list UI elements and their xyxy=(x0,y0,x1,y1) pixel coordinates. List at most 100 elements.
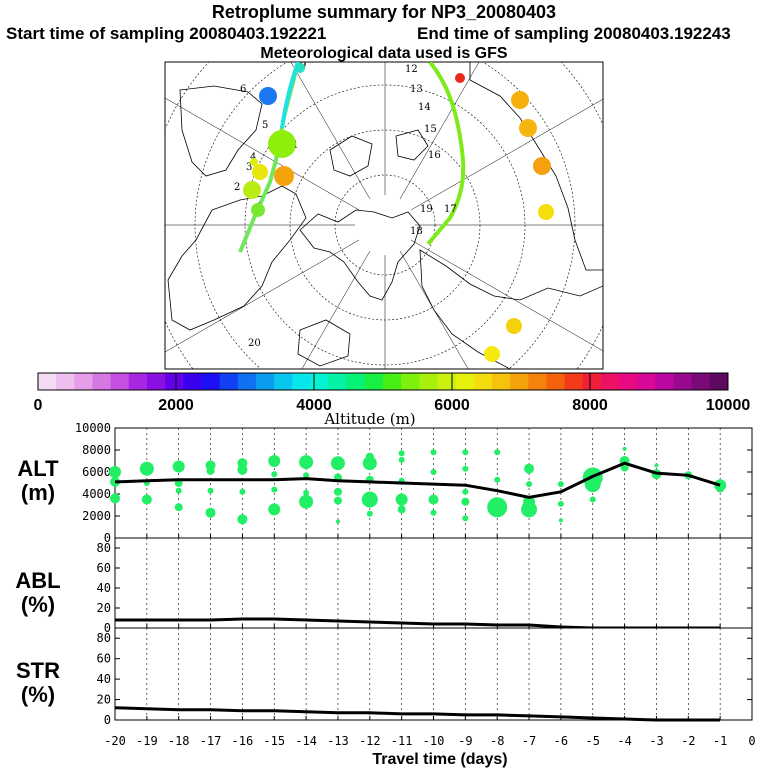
colorbar-swatch xyxy=(219,373,239,390)
scatter-point xyxy=(271,486,278,493)
scatter-point xyxy=(237,514,248,525)
map-circle-marker xyxy=(538,204,554,220)
colorbar-swatch xyxy=(110,373,130,390)
scatter-point xyxy=(584,476,601,493)
scatter-point xyxy=(589,496,596,503)
colorbar-swatch xyxy=(383,373,402,390)
colorbar-swatch xyxy=(546,373,566,390)
colorbar-swatch xyxy=(419,373,438,390)
colorbar-swatch xyxy=(691,373,711,390)
colorbar-swatch xyxy=(401,373,420,390)
colorbar-swatch xyxy=(491,373,511,390)
scatter-point xyxy=(557,481,564,488)
chart-title: Retroplume summary for NP3_20080403 xyxy=(211,2,557,22)
scatter-point xyxy=(268,503,281,516)
scatter-point xyxy=(268,455,281,467)
map-circle-marker xyxy=(259,87,277,105)
colorbar-swatch xyxy=(201,373,221,390)
colorbar-swatch xyxy=(600,373,620,390)
colorbar-tick-label: 8000 xyxy=(572,397,608,414)
map-circle-marker xyxy=(484,346,500,362)
x-tick-label: -14 xyxy=(295,734,317,748)
colorbar-swatch xyxy=(165,373,184,390)
scatter-point xyxy=(462,515,469,522)
panel-label: ALT xyxy=(17,456,59,481)
meridian-line xyxy=(410,98,603,211)
coastline xyxy=(395,129,429,161)
x-tick-label: -11 xyxy=(391,734,413,748)
colorbar-swatch xyxy=(582,373,602,390)
scatter-point xyxy=(430,509,437,516)
x-tick-label: -18 xyxy=(168,734,190,748)
y-tick-label: 20 xyxy=(97,693,111,707)
scatter-point xyxy=(462,488,469,495)
x-tick-label: -16 xyxy=(232,734,254,748)
x-tick-label: -12 xyxy=(359,734,381,748)
scatter-point xyxy=(335,519,340,524)
x-tick-label: -4 xyxy=(617,734,631,748)
scatter-point xyxy=(139,461,154,476)
meridian-line xyxy=(399,62,480,200)
map-day-label: 14 xyxy=(418,102,431,113)
colorbar-swatch xyxy=(709,373,729,390)
map-day-label: 16 xyxy=(428,150,441,161)
y-tick-label: 0 xyxy=(104,531,111,545)
panel-unit-label: (m) xyxy=(21,480,55,505)
y-tick-label: 20 xyxy=(97,601,111,615)
x-tick-label: -1 xyxy=(713,734,727,748)
map-day-label: 12 xyxy=(405,64,418,75)
y-tick-label: 40 xyxy=(97,581,111,595)
meridian-line xyxy=(301,250,371,369)
colorbar-swatch xyxy=(637,373,656,390)
map-circle-marker xyxy=(252,164,268,180)
x-tick-label: -8 xyxy=(490,734,504,748)
series-line xyxy=(114,706,721,722)
colorbar-swatch xyxy=(183,373,202,390)
scatter-point xyxy=(397,505,406,514)
x-tick-label: -20 xyxy=(104,734,126,748)
map-day-label: 15 xyxy=(424,124,437,135)
scatter-point xyxy=(524,463,535,474)
scatter-point xyxy=(362,456,377,471)
coastline xyxy=(179,85,263,177)
colorbar-tick-label: 6000 xyxy=(434,397,470,414)
colorbar-swatch xyxy=(437,373,457,390)
panel-label: ABL xyxy=(15,568,60,593)
map-circle-marker xyxy=(511,91,529,109)
scatter-point xyxy=(333,496,342,505)
scatter-point xyxy=(271,471,278,478)
y-tick-label: 10000 xyxy=(75,421,111,435)
x-tick-label: -5 xyxy=(586,734,600,748)
coastline xyxy=(329,135,373,177)
scatter-point xyxy=(398,450,405,457)
scatter-point xyxy=(361,491,378,508)
map-day-label: 3 xyxy=(246,162,252,173)
scatter-point xyxy=(462,449,469,456)
colorbar-swatch xyxy=(655,373,675,390)
y-tick-label: 80 xyxy=(97,631,111,645)
map-day-label: 5 xyxy=(262,120,268,131)
scatter-point xyxy=(462,465,469,472)
scatter-point xyxy=(398,456,405,463)
x-tick-label: -17 xyxy=(200,734,222,748)
x-tick-label: -7 xyxy=(522,734,536,748)
map-day-label: 2 xyxy=(234,182,240,193)
x-tick-label: 0 xyxy=(748,734,755,748)
map-circle-marker xyxy=(295,63,305,73)
scatter-point xyxy=(175,487,182,494)
scatter-point xyxy=(716,484,725,493)
meridian-line xyxy=(410,239,603,352)
coastline xyxy=(419,249,603,369)
scatter-point xyxy=(494,476,501,483)
y-tick-label: 60 xyxy=(97,561,111,575)
scatter-point xyxy=(299,494,314,509)
end-time-label: End time of sampling 20080403.192243 xyxy=(417,24,731,43)
scatter-point xyxy=(430,449,437,456)
y-tick-label: 80 xyxy=(97,541,111,555)
map-day-label: 6 xyxy=(240,84,246,95)
map-circle-marker xyxy=(251,203,265,217)
altitude-colorbar: 0 2000 4000 6000 8000 10000 Altitude (m) xyxy=(34,372,750,428)
colorbar-swatch xyxy=(146,373,166,390)
x-axis-title: Travel time (days) xyxy=(372,751,507,768)
colorbar-swatch xyxy=(673,373,693,390)
